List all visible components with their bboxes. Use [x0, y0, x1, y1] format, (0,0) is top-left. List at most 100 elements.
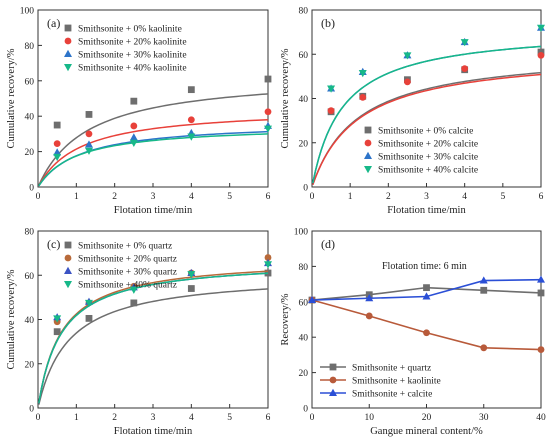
y-tick-label: 20: [25, 148, 35, 158]
legend-label: Smithsonite + 20% quartz: [78, 255, 177, 265]
data-point: [85, 130, 93, 138]
data-point: [53, 315, 62, 323]
x-tick-label: 6: [539, 192, 544, 202]
fit-curve: [38, 118, 269, 186]
series-2: [308, 296, 545, 353]
data-point: [480, 286, 488, 294]
data-point: [479, 276, 488, 284]
data-point: [264, 261, 272, 269]
panel-label: (b): [321, 16, 335, 30]
data-point: [537, 275, 545, 283]
data-point: [480, 344, 488, 352]
y-tick-label: 80: [299, 263, 309, 273]
x-tick-label: 0: [36, 413, 41, 423]
data-point: [404, 78, 411, 86]
data-point: [264, 75, 272, 83]
series-line: [311, 299, 542, 351]
y-tick-label: 60: [25, 77, 35, 87]
x-tick-label: 2: [386, 192, 391, 202]
x-tick-label: 20: [422, 413, 432, 423]
legend-label: Smithsonite + 40% quartz: [78, 281, 177, 291]
series-4: [38, 125, 272, 187]
x-tick-label: 5: [227, 413, 232, 423]
y-tick-label: 60: [299, 51, 309, 61]
data-point: [53, 121, 61, 129]
x-tick-label: 2: [112, 413, 117, 423]
x-tick-label: 1: [348, 192, 353, 202]
x-tick-label: 6: [266, 192, 271, 202]
fit-curve: [38, 272, 269, 404]
y-axis-label: Cumulative recovery/%: [6, 48, 17, 148]
panel-label: (a): [47, 16, 60, 30]
legend-marker: [329, 376, 337, 384]
y-tick-label: 0: [303, 184, 308, 194]
series-2: [312, 51, 545, 186]
x-tick-label: 6: [266, 413, 271, 423]
legend-marker: [64, 254, 72, 262]
data-point: [187, 116, 195, 124]
data-point: [327, 85, 336, 93]
x-axis-label: Flotation time/min: [114, 205, 193, 216]
legend-marker: [64, 281, 72, 289]
data-point: [130, 122, 138, 130]
legend-label: Smithsonite + 0% calcite: [378, 127, 473, 137]
data-point: [460, 39, 469, 47]
data-point: [85, 314, 93, 322]
data-point: [84, 299, 93, 308]
legend-marker: [64, 266, 72, 274]
data-point: [423, 329, 430, 337]
fit-curve: [38, 272, 269, 404]
annotation-text: Flotation time: 6 min: [382, 261, 467, 272]
data-point: [129, 133, 138, 141]
legend-marker: [64, 241, 72, 249]
x-axis-label: Flotation time/min: [387, 205, 466, 216]
y-tick-label: 20: [299, 369, 309, 379]
y-tick-label: 80: [25, 42, 35, 52]
data-point: [365, 312, 373, 320]
panel-label: (c): [47, 237, 60, 251]
data-point: [537, 51, 545, 59]
legend: Smithsonite + quartz Smithsonite + kaolin…: [320, 364, 441, 400]
fit-curve: [38, 133, 269, 187]
data-point: [403, 52, 412, 60]
y-axis-label: Recovery/%: [280, 293, 291, 345]
data-point: [187, 271, 196, 279]
x-tick-label: 4: [189, 192, 194, 202]
data-point: [359, 93, 367, 101]
series-2: [38, 108, 272, 186]
legend-marker: [64, 37, 72, 45]
data-point: [53, 148, 62, 156]
data-point: [187, 86, 195, 94]
x-tick-label: 1: [74, 192, 79, 202]
data-point: [264, 269, 272, 277]
series-4: [38, 261, 272, 404]
data-point: [84, 140, 93, 148]
x-tick-label: 3: [151, 192, 156, 202]
legend-label: Smithsonite + 30% quartz: [78, 268, 177, 278]
series-3: [308, 275, 545, 304]
legend-label: Smithsonite + calcite: [352, 390, 432, 400]
y-tick-label: 0: [303, 405, 308, 415]
y-tick-label: 60: [25, 272, 35, 282]
data-point: [129, 139, 138, 147]
data-point: [84, 147, 93, 155]
y-tick-label: 0: [29, 405, 34, 415]
fit-curve: [312, 45, 542, 184]
series-1: [38, 269, 272, 405]
data-point: [537, 289, 545, 297]
series-4: [312, 24, 545, 184]
legend-marker: [64, 49, 72, 57]
x-tick-label: 4: [462, 192, 467, 202]
x-tick-label: 3: [424, 192, 429, 202]
data-point: [53, 140, 61, 148]
x-tick-label: 30: [479, 413, 489, 423]
x-tick-label: 4: [189, 413, 194, 423]
y-axis-label: Cumulative recovery/%: [6, 269, 17, 369]
series-1: [38, 75, 272, 186]
y-tick-label: 40: [299, 95, 309, 105]
data-point: [264, 125, 272, 133]
fit-curve: [312, 45, 542, 184]
y-tick-label: 80: [25, 228, 35, 238]
x-tick-label: 40: [536, 413, 546, 423]
